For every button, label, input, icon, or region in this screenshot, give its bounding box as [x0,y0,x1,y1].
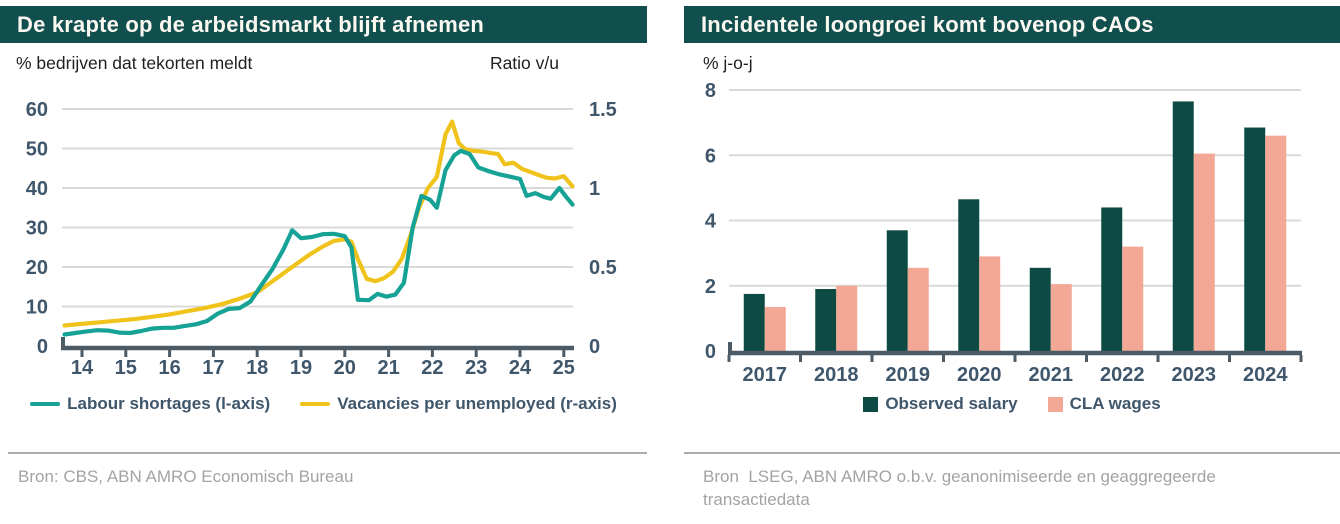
left-chart-axis-titles: % bedrijven dat tekorten meldt Ratio v/u [0,53,647,74]
left-chart-legend: Labour shortages (l-axis) Vacancies per … [0,394,647,414]
legend-item-vacancies: Vacancies per unemployed (r-axis) [300,394,617,414]
right-chart-source: Bron LSEG, ABN AMRO o.b.v. geanonimiseer… [703,467,1216,509]
svg-text:2018: 2018 [814,364,859,386]
right-chart-title: Incidentele loongroei komt bovenop CAOs [684,6,1340,43]
right-chart-axis-titles: % j-o-j [684,53,1340,74]
labour-market-line-chart: 14 15 16 17 18 19 20 21 22 23 24 25 0 10 20 30 40 50 60 0 0.… [26,99,617,379]
svg-text:0: 0 [705,341,716,363]
legend-item-observed-salary: Observed salary [863,394,1018,414]
svg-text:0: 0 [37,336,48,358]
legend-item-cla-wages: CLA wages [1047,394,1161,414]
svg-text:2022: 2022 [1100,364,1145,386]
svg-text:18: 18 [246,357,268,379]
svg-text:14: 14 [71,357,94,379]
separator [684,452,1340,454]
svg-text:1.5: 1.5 [589,99,617,121]
svg-text:2017: 2017 [743,364,788,386]
svg-text:20: 20 [26,257,48,279]
svg-text:22: 22 [421,357,443,379]
svg-text:30: 30 [26,218,48,240]
svg-text:16: 16 [158,357,180,379]
svg-text:0: 0 [589,336,600,358]
yellow-line-swatch [300,402,331,406]
labour-market-chart-panel: De krapte op de arbeidsmarkt blijft afne… [0,6,647,512]
svg-text:23: 23 [465,357,487,379]
svg-text:2: 2 [705,276,716,298]
svg-text:0.5: 0.5 [589,257,617,279]
right-axis-title: Ratio v/u [489,53,559,73]
wage-growth-bar-chart: 2017 2018 2019 2020 2021 2022 2023 2024 0 2 4 6 8 [705,80,1303,386]
svg-text:6: 6 [705,145,716,167]
salmon-square-swatch [1047,396,1063,412]
teal-line-swatch [30,402,61,406]
svg-text:2024: 2024 [1243,364,1288,386]
svg-text:50: 50 [26,139,48,161]
right-chart-legend: Observed salary CLA wages [684,394,1340,414]
svg-text:25: 25 [553,357,575,379]
legend-label: Observed salary [885,394,1018,413]
svg-text:1: 1 [589,178,600,200]
left-axis-title: % bedrijven dat tekorten meldt [16,53,253,73]
svg-text:60: 60 [26,99,48,121]
svg-text:15: 15 [115,357,137,379]
legend-label: Vacancies per unemployed (r-axis) [337,394,617,413]
dark-square-swatch [863,396,879,412]
wage-growth-chart-panel: Incidentele loongroei komt bovenop CAOs … [684,6,1340,512]
svg-text:10: 10 [26,297,48,319]
svg-text:8: 8 [705,80,716,102]
svg-text:17: 17 [202,357,224,379]
svg-text:2019: 2019 [886,364,931,386]
legend-label: CLA wages [1069,394,1161,413]
right-chart-footer: Bron LSEG, ABN AMRO o.b.v. geanonimiseer… [684,452,1340,512]
report-figures: De krapte op de arbeidsmarkt blijft afne… [0,6,1340,512]
svg-text:2020: 2020 [957,364,1002,386]
svg-text:4: 4 [705,211,717,233]
left-chart-footer: Bron: CBS, ABN AMRO Economisch Bureau [8,452,647,489]
svg-text:21: 21 [377,357,399,379]
left-chart-title: De krapte op de arbeidsmarkt blijft afne… [0,6,647,43]
legend-label: Labour shortages (l-axis) [67,394,271,413]
y-axis-title: % j-o-j [703,53,753,73]
svg-text:20: 20 [334,357,356,379]
svg-text:40: 40 [26,178,48,200]
svg-text:2021: 2021 [1029,364,1074,386]
separator [8,452,647,454]
svg-text:19: 19 [290,357,312,379]
svg-text:24: 24 [509,357,532,379]
legend-item-labour-shortages: Labour shortages (l-axis) [30,394,270,414]
svg-text:2023: 2023 [1172,364,1217,386]
left-chart-source: Bron: CBS, ABN AMRO Economisch Bureau [18,467,354,486]
